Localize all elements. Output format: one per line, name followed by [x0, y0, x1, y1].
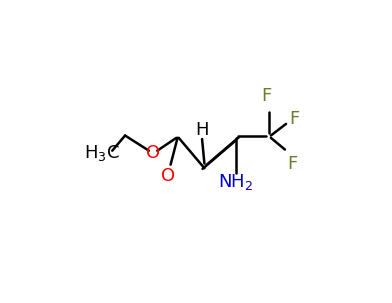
Text: H: H [195, 121, 209, 139]
Text: F: F [289, 110, 299, 128]
Text: H$_3$C: H$_3$C [84, 143, 120, 163]
Text: F: F [287, 155, 297, 172]
Text: O: O [161, 167, 175, 185]
Text: O: O [146, 144, 160, 162]
Text: NH$_2$: NH$_2$ [218, 172, 254, 192]
Text: F: F [261, 87, 271, 105]
